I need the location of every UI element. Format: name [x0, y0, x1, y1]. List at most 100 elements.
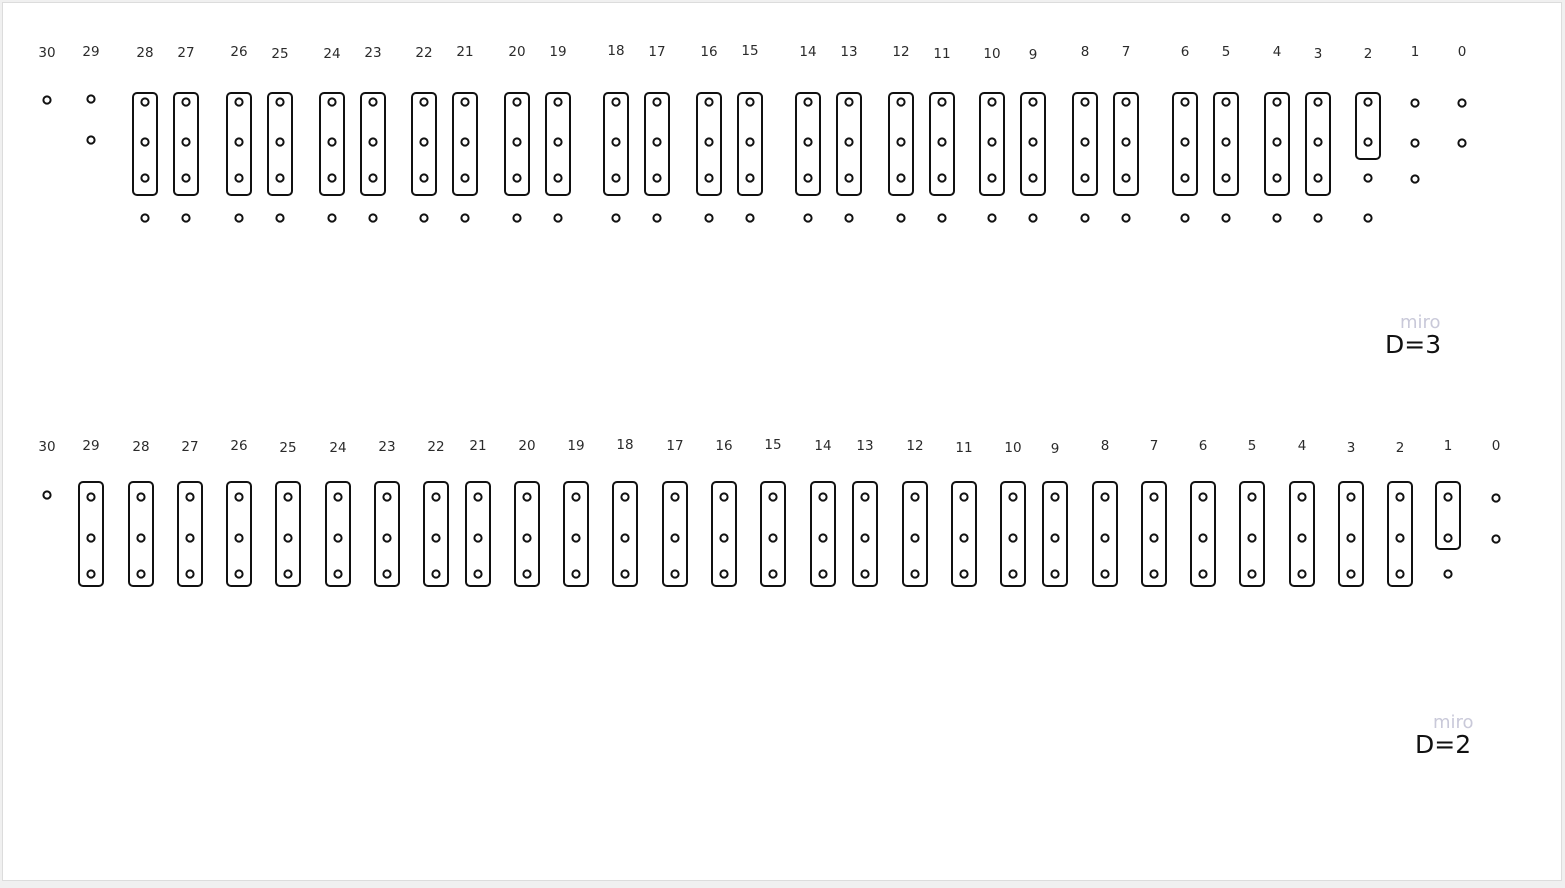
column-label-0: 0 — [1458, 44, 1467, 60]
column-label-17: 17 — [666, 438, 683, 454]
column-label-12: 12 — [892, 44, 909, 60]
node-dot — [522, 569, 532, 579]
group-box — [1435, 481, 1461, 550]
node-dot — [959, 492, 969, 502]
node-dot — [844, 173, 854, 183]
node-dot — [86, 492, 96, 502]
column-label-16: 16 — [715, 438, 732, 454]
node-dot — [275, 137, 285, 147]
node-dot — [1491, 534, 1501, 544]
node-dot — [275, 97, 285, 107]
node-dot — [42, 490, 52, 500]
group-box — [612, 481, 638, 587]
node-dot — [1198, 533, 1208, 543]
column-label-13: 13 — [840, 44, 857, 60]
node-dot — [283, 492, 293, 502]
node-dot — [140, 137, 150, 147]
column-label-14: 14 — [799, 44, 816, 60]
node-dot — [86, 533, 96, 543]
node-dot — [745, 173, 755, 183]
node-dot — [234, 137, 244, 147]
column-label-10: 10 — [1004, 440, 1021, 456]
node-dot — [419, 137, 429, 147]
column-label-16: 16 — [700, 44, 717, 60]
group-box — [226, 481, 252, 587]
node-dot — [1443, 492, 1453, 502]
group-box — [452, 92, 478, 196]
miro-watermark: miro — [1400, 312, 1441, 333]
node-dot — [136, 569, 146, 579]
node-dot-below — [1313, 213, 1323, 223]
node-dot — [987, 137, 997, 147]
node-dot — [803, 97, 813, 107]
diagram-label: D=3 — [1385, 330, 1441, 359]
node-dot — [611, 137, 621, 147]
group-box — [360, 92, 386, 196]
node-dot — [473, 569, 483, 579]
node-dot — [1100, 492, 1110, 502]
node-dot — [571, 569, 581, 579]
node-dot — [611, 173, 621, 183]
node-dot-below — [234, 213, 244, 223]
diagram-label: D=2 — [1415, 730, 1471, 759]
node-dot-below — [368, 213, 378, 223]
node-dot — [86, 569, 96, 579]
node-dot — [368, 137, 378, 147]
group-box — [1072, 92, 1098, 196]
node-dot — [553, 137, 563, 147]
group-box — [1213, 92, 1239, 196]
node-dot — [768, 569, 778, 579]
column-label-24: 24 — [329, 440, 346, 456]
group-box — [325, 481, 351, 587]
node-dot — [333, 492, 343, 502]
node-dot — [333, 533, 343, 543]
node-dot-below — [512, 213, 522, 223]
node-dot-below — [704, 213, 714, 223]
group-box — [423, 481, 449, 587]
group-box — [795, 92, 821, 196]
group-box — [563, 481, 589, 587]
node-dot — [896, 137, 906, 147]
node-dot — [1050, 492, 1060, 502]
node-dot-below — [419, 213, 429, 223]
node-dot — [818, 533, 828, 543]
group-box — [644, 92, 670, 196]
node-dot — [1272, 137, 1282, 147]
column-label-19: 19 — [549, 44, 566, 60]
node-dot — [1346, 533, 1356, 543]
column-label-12: 12 — [906, 438, 923, 454]
node-dot — [181, 97, 191, 107]
node-dot — [1313, 97, 1323, 107]
node-dot — [1121, 173, 1131, 183]
node-dot — [1247, 492, 1257, 502]
node-dot — [419, 173, 429, 183]
node-dot — [803, 137, 813, 147]
node-dot — [1180, 137, 1190, 147]
node-dot-below — [140, 213, 150, 223]
node-dot — [1443, 533, 1453, 543]
column-label-20: 20 — [508, 44, 525, 60]
node-dot — [1121, 97, 1131, 107]
node-dot — [1008, 533, 1018, 543]
node-dot — [1221, 97, 1231, 107]
column-label-22: 22 — [427, 439, 444, 455]
node-dot — [431, 533, 441, 543]
node-dot — [234, 492, 244, 502]
node-dot — [473, 492, 483, 502]
node-dot — [1272, 173, 1282, 183]
node-dot — [431, 569, 441, 579]
column-label-27: 27 — [181, 439, 198, 455]
column-label-6: 6 — [1181, 44, 1190, 60]
node-dot — [1080, 137, 1090, 147]
node-dot — [1297, 533, 1307, 543]
node-dot — [382, 569, 392, 579]
node-dot — [818, 569, 828, 579]
node-dot — [1198, 492, 1208, 502]
group-box — [1172, 92, 1198, 196]
node-dot — [1297, 492, 1307, 502]
column-label-23: 23 — [364, 45, 381, 61]
node-dot — [1363, 97, 1373, 107]
node-dot — [719, 492, 729, 502]
node-dot — [368, 97, 378, 107]
